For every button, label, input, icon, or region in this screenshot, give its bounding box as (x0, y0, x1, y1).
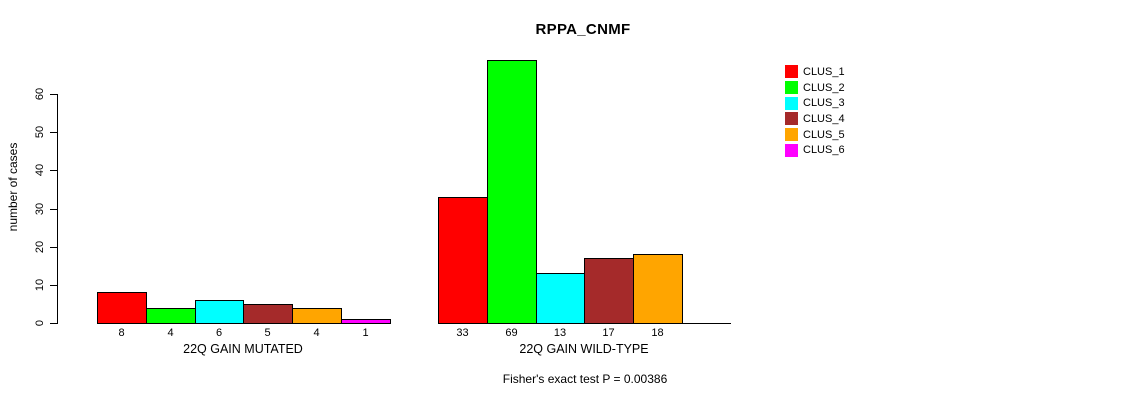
chart-title: RPPA_CNMF (535, 21, 631, 38)
bar (195, 300, 244, 324)
bar-value-label: 17 (602, 327, 615, 339)
y-axis-line (57, 94, 58, 324)
legend-item: CLUS_4 (785, 111, 845, 127)
bar (341, 319, 391, 324)
legend-color-swatch (785, 81, 798, 95)
bar (97, 292, 147, 324)
bar-value-label: 4 (313, 327, 320, 339)
y-tick (50, 285, 57, 286)
bar (292, 308, 342, 324)
y-tick-label: 50 (34, 125, 46, 139)
bar-value-label: 13 (553, 327, 567, 339)
legend-color-swatch (785, 143, 798, 157)
legend-item-label: CLUS_1 (803, 65, 845, 78)
y-tick (50, 132, 57, 133)
bar (536, 273, 585, 324)
legend-item-label: CLUS_5 (803, 128, 845, 141)
bar-value-label: 6 (215, 327, 223, 339)
bar-value-label: 8 (118, 327, 125, 339)
legend-item: CLUS_3 (785, 95, 845, 111)
legend-item: CLUS_6 (785, 142, 845, 158)
y-tick (50, 323, 57, 324)
legend-item-label: CLUS_3 (803, 97, 845, 110)
legend-color-swatch (785, 96, 798, 110)
legend-color-swatch (785, 112, 798, 126)
legend-color-swatch (785, 128, 798, 142)
legend-item: CLUS_1 (785, 64, 845, 80)
y-tick-label: 0 (34, 319, 46, 327)
bar (584, 258, 634, 324)
y-axis-label: number of cases (6, 142, 20, 232)
y-tick-label: 10 (34, 278, 46, 292)
bar-value-label: 4 (167, 327, 174, 339)
bar-value-label: 33 (456, 327, 469, 339)
legend: CLUS_1 CLUS_2 CLUS_3 CLUS_4 CLUS_5 CLUS_… (785, 64, 845, 158)
bar (146, 308, 196, 324)
y-tick (50, 94, 57, 95)
bar (487, 60, 537, 324)
y-tick (50, 209, 57, 210)
bar-value-label: 18 (651, 327, 664, 339)
legend-item-label: CLUS_6 (803, 144, 845, 157)
legend-item: CLUS_2 (785, 80, 845, 96)
legend-color-swatch (785, 65, 798, 79)
legend-item-label: CLUS_4 (803, 112, 845, 125)
bar (438, 197, 488, 324)
y-tick-label: 60 (34, 87, 46, 101)
y-tick-label: 40 (34, 163, 46, 177)
y-tick-label: 20 (34, 240, 46, 254)
group-label-mutated: 22Q GAIN MUTATED (183, 342, 303, 356)
bar (633, 254, 683, 324)
fisher-test-annotation: Fisher's exact test P = 0.00386 (502, 372, 668, 386)
y-tick (50, 247, 57, 248)
bar-value-label: 5 (264, 327, 271, 339)
bar-value-label: 1 (362, 327, 369, 339)
y-tick (50, 170, 57, 171)
bar-value-label: 69 (505, 327, 518, 339)
legend-item: CLUS_5 (785, 127, 845, 143)
legend-item-label: CLUS_2 (803, 81, 845, 94)
y-tick-label: 30 (34, 202, 46, 216)
bar (243, 304, 293, 324)
group-label-wildtype: 22Q GAIN WILD-TYPE (519, 342, 649, 356)
